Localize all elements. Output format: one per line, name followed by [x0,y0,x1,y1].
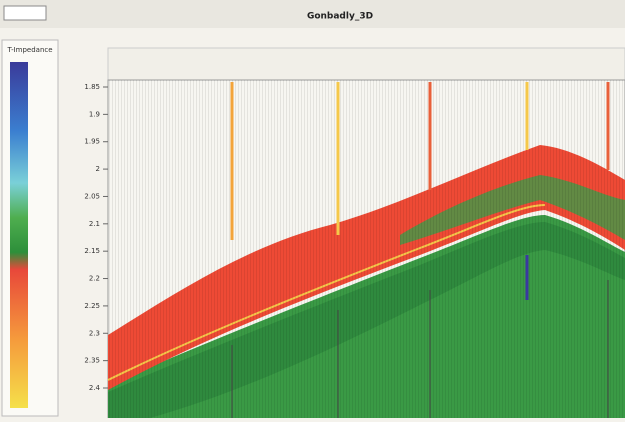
seismic-layers [108,80,625,418]
trace-texture [108,80,625,418]
tab[interactable] [4,6,46,20]
time-tick-label: 2.35 [84,357,100,365]
time-tick-label: 2.3 [89,329,100,337]
colorbar-title: T-Impedance [6,46,52,54]
colorbar [10,62,28,408]
time-tick-label: 1.85 [84,83,100,91]
seismic-window: Gonbadly_3D T-Impedance 1.85 1.9 1.95 2 2.05… [0,0,625,418]
time-tick-label: 2.2 [89,275,100,283]
time-tick-label: 2.15 [84,247,100,255]
time-tick-label: 2.25 [84,302,100,310]
time-tick-label: 2.4 [89,384,101,392]
time-tick-label: 2.1 [89,220,100,228]
time-tick-label: 2.05 [84,192,100,200]
time-tick-label: 1.95 [84,138,100,146]
time-tick-label: 1.9 [89,110,100,118]
page: Gonbadly_3D T-Impedance 1.85 1.9 1.95 2 2.05… [0,0,625,418]
header-rows [108,48,625,80]
window-title: Gonbadly_3D [307,12,373,22]
time-tick-label: 2 [96,165,100,173]
